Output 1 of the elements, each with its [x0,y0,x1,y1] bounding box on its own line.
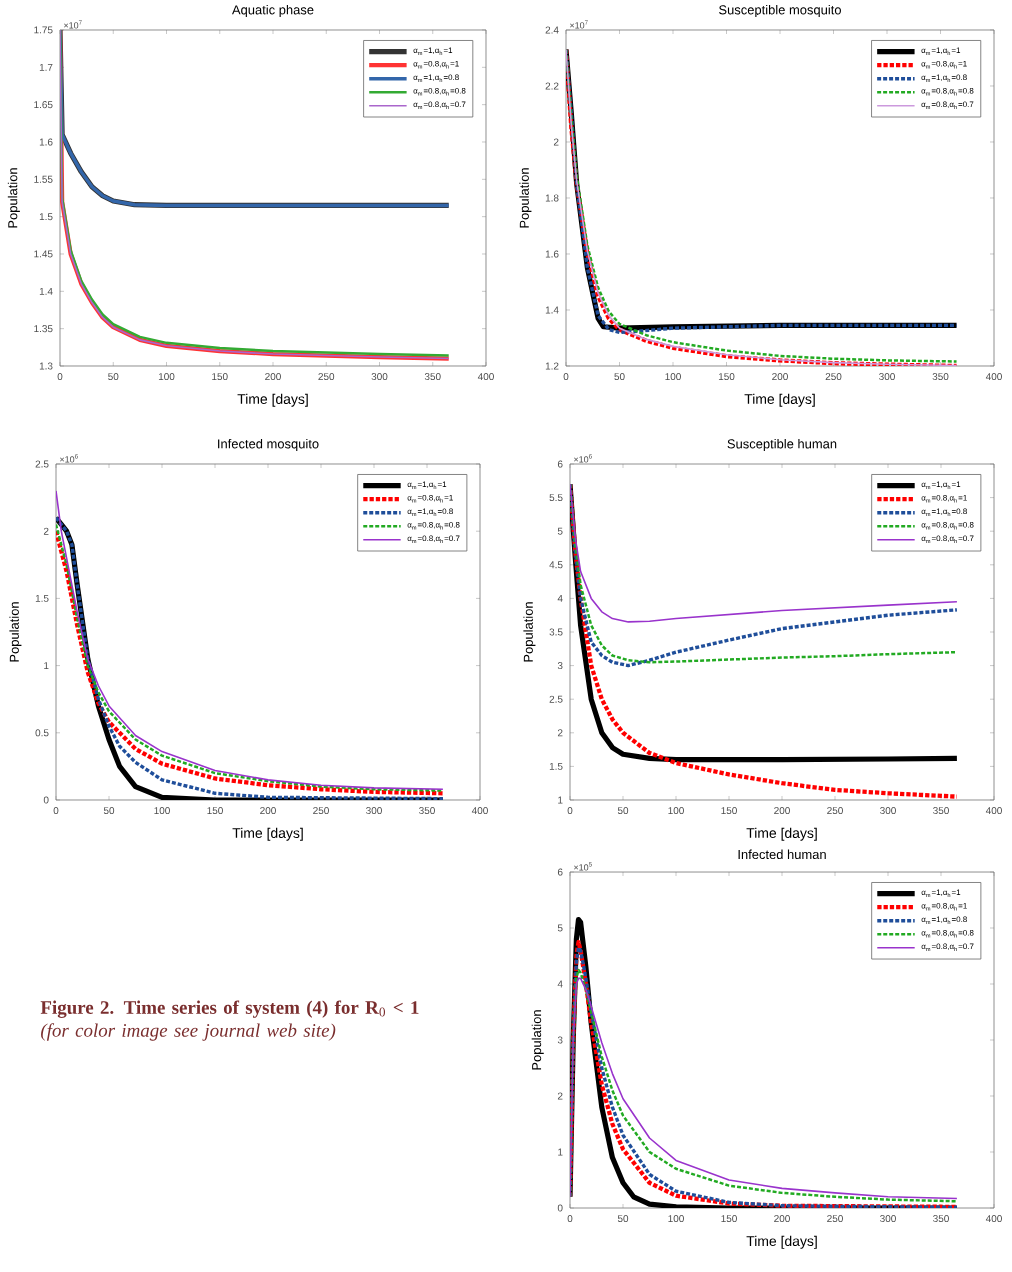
text: Figure 2. Time series of system (4) for R$_{0}$ < 1 (for color image see journal web site) [40,1000,419,1041]
